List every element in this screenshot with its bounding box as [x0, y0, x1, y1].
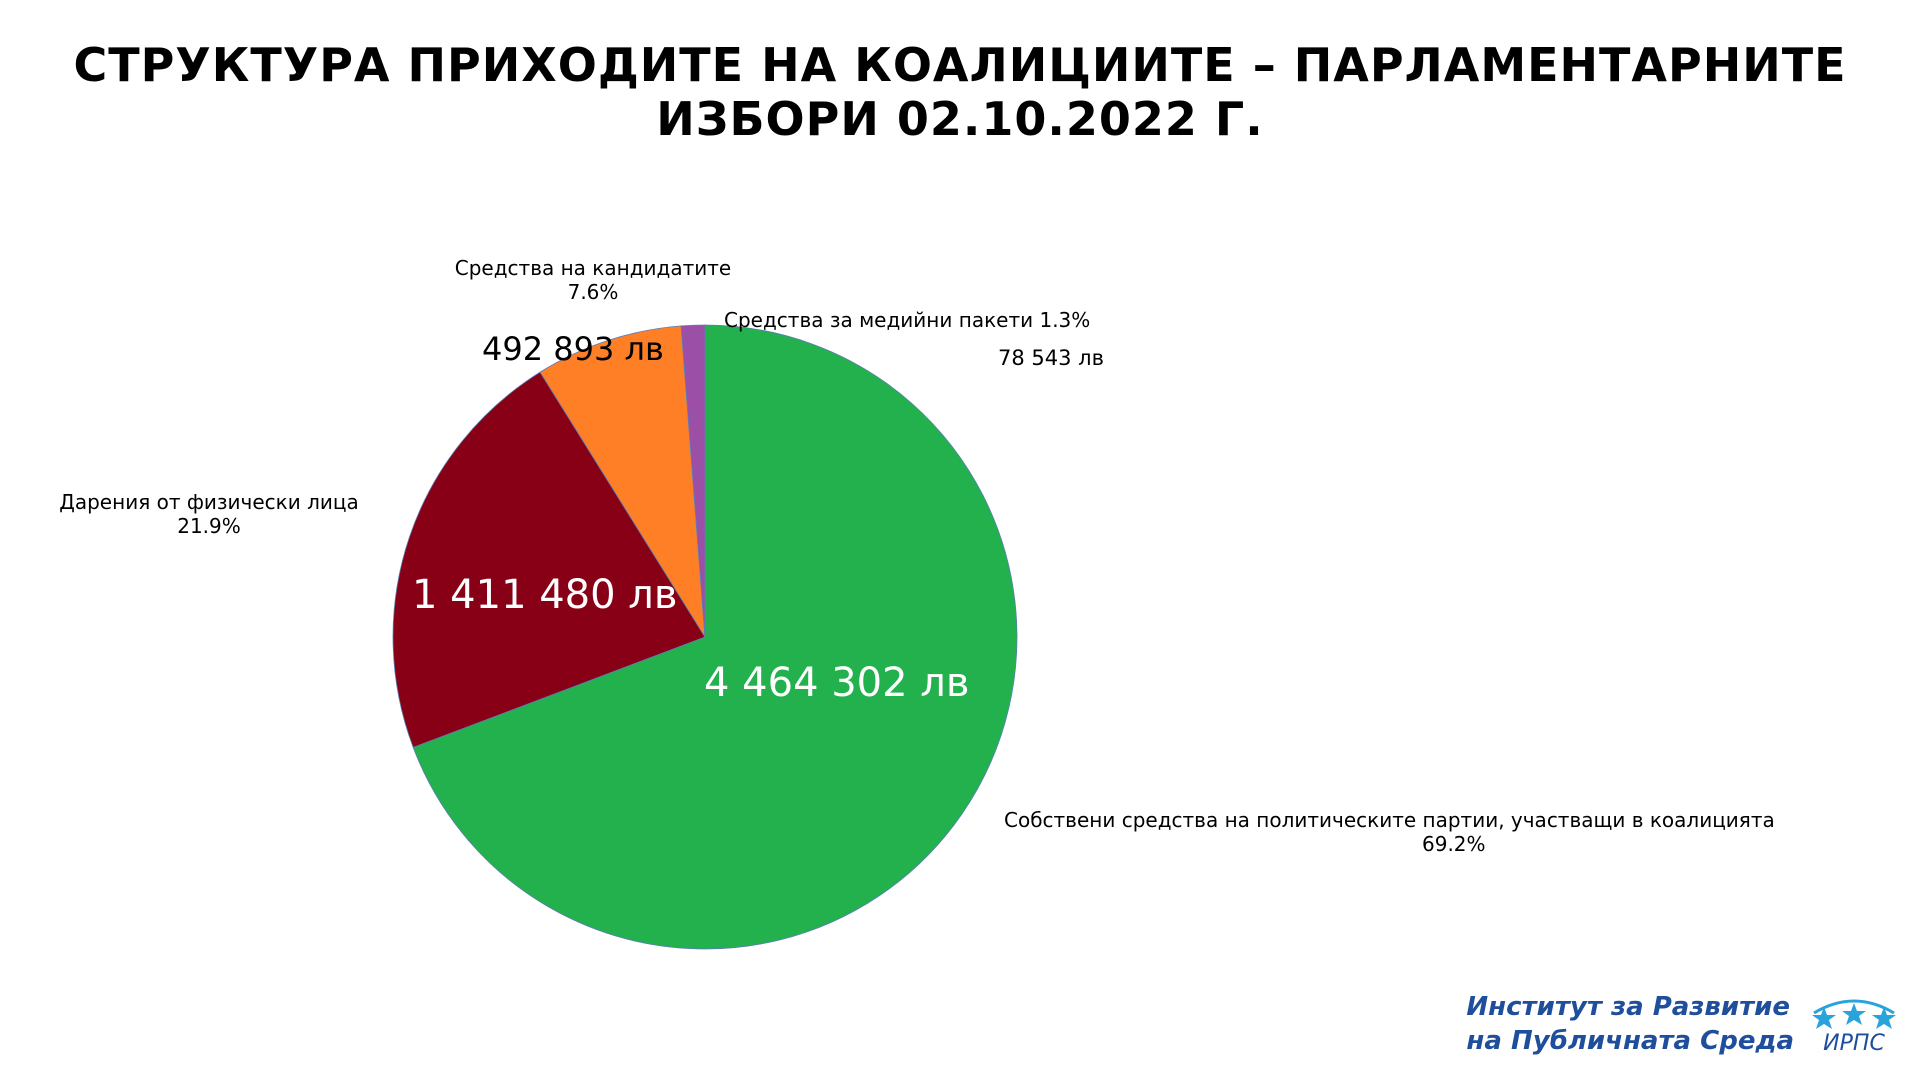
- logo-mark: ИРПС: [1808, 993, 1900, 1056]
- label-candidates-name: Средства на кандидатите: [454, 256, 732, 280]
- value-label-donations: 1 411 480 лв: [412, 572, 678, 618]
- slice-candidates: [539, 325, 706, 638]
- logo-line-1: Институт за Развитие: [1466, 992, 1790, 1022]
- label-slice-media: Средства за медийни пакети 1.3%: [724, 308, 1090, 332]
- label-own-funds-percent: 69.2%: [1422, 832, 1486, 856]
- slice-media: [680, 324, 706, 638]
- chart-title: СТРУКТУРА ПРИХОДИТЕ НА КОАЛИЦИИТЕ – ПАРЛ…: [73, 38, 1847, 146]
- label-donations-name: Дарения от физически лица: [59, 490, 359, 514]
- people-stars-icon: [1812, 999, 1896, 1029]
- label-donations-percent: 21.9%: [177, 514, 241, 538]
- label-slice-own-funds: Собствени средства на политическите парт…: [1004, 808, 1904, 856]
- slice-donations: [392, 371, 706, 748]
- logo-abbr: ИРПС: [1823, 1030, 1885, 1056]
- logo-text: Институт за Развитие на Публичната Среда: [1466, 990, 1794, 1058]
- label-candidates-percent: 7.6%: [567, 280, 619, 304]
- label-media-name: Средства за медийни пакети: [724, 308, 1034, 332]
- label-own-funds-name: Собствени средства на политическите парт…: [1004, 808, 1775, 832]
- label-slice-candidates: Средства на кандидатите 7.6%: [428, 256, 758, 304]
- value-label-own-funds: 4 464 302 лв: [704, 660, 970, 706]
- label-media-percent: 1.3%: [1039, 308, 1091, 332]
- irps-logo: Институт за Развитие на Публичната Среда…: [1466, 990, 1900, 1058]
- slice-own-funds: [412, 324, 1018, 950]
- logo-line-2: на Публичната Среда: [1466, 1026, 1794, 1056]
- value-label-media: 78 543 лв: [998, 346, 1104, 370]
- value-label-candidates: 492 893 лв: [482, 330, 664, 368]
- label-slice-donations: Дарения от физически лица 21.9%: [24, 490, 394, 538]
